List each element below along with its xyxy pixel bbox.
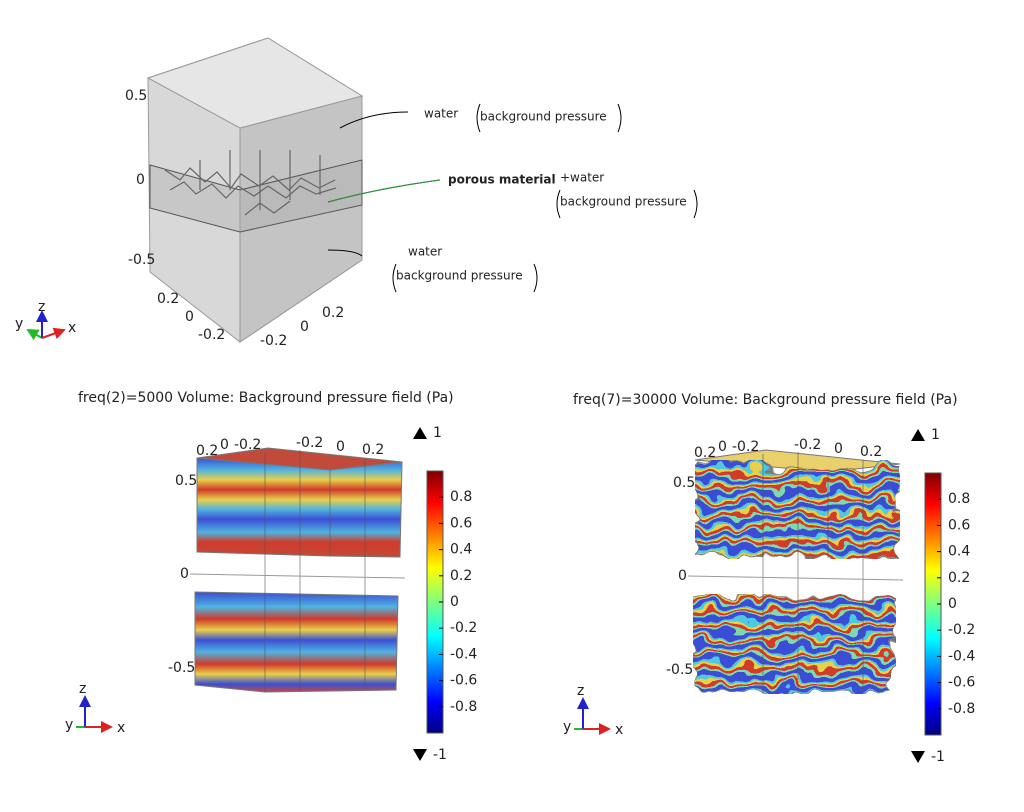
colorbar-label: 0 bbox=[948, 596, 957, 612]
volume-lower bbox=[194, 591, 399, 693]
material-extra: +water bbox=[560, 171, 604, 185]
y-tick-label: 0.2 bbox=[157, 291, 179, 307]
plot-title: freq(7)=30000 Volume: Background pressur… bbox=[573, 392, 958, 408]
colorbar-label: -0.8 bbox=[948, 701, 975, 717]
colorbar-label: 0.2 bbox=[450, 568, 472, 584]
max-marker bbox=[911, 429, 925, 441]
min-marker bbox=[413, 749, 427, 761]
z-tick-label: 0.5 bbox=[673, 475, 695, 491]
triad-label: y bbox=[15, 316, 23, 332]
colorbar-label: -0.4 bbox=[948, 648, 975, 664]
triad-label: z bbox=[577, 683, 584, 699]
result-plot: freq(7)=30000 Volume: Background pressur… bbox=[563, 392, 975, 765]
triad-label: x bbox=[117, 720, 125, 736]
result-plots: freq(2)=5000 Volume: Background pressure… bbox=[65, 390, 975, 765]
colorbar-label: -0.4 bbox=[450, 646, 477, 662]
geometry-view bbox=[146, 37, 441, 343]
z-tick-label: 0.5 bbox=[175, 473, 197, 489]
colorbar-max: 1 bbox=[433, 425, 442, 441]
colorbar-label: 0.6 bbox=[948, 517, 970, 533]
triad-label: x bbox=[68, 320, 76, 336]
top-tick-label: 0 bbox=[220, 437, 229, 453]
top-tick-label: -0.2 bbox=[794, 437, 821, 453]
porous-structure bbox=[164, 150, 337, 216]
top-tick-label: 0 bbox=[336, 439, 345, 455]
colorbar-label: 0.4 bbox=[948, 544, 970, 560]
material-label: porous material bbox=[448, 173, 556, 187]
top-tick-label: -0.2 bbox=[296, 435, 323, 451]
z-tick-label: -0.5 bbox=[128, 252, 155, 268]
z-tick-label: 0 bbox=[678, 568, 687, 584]
triad-axis bbox=[26, 329, 43, 341]
triad-label: y bbox=[563, 719, 571, 735]
x-tick-label: -0.2 bbox=[260, 333, 287, 349]
note-label: background pressure bbox=[560, 195, 687, 209]
triad-label: y bbox=[65, 717, 73, 733]
colorbar-label: -0.6 bbox=[450, 673, 477, 689]
top-tick-label: 0 bbox=[834, 441, 843, 457]
colorbar-label: 0.8 bbox=[948, 491, 970, 507]
z-tick-label: -0.5 bbox=[168, 660, 195, 676]
top-tick-label: 0 bbox=[718, 439, 727, 455]
bracket bbox=[476, 103, 622, 133]
colorbar-label: 0.4 bbox=[450, 542, 472, 558]
colorbar-label: -0.2 bbox=[450, 620, 477, 636]
z-tick-label: 0.5 bbox=[125, 88, 147, 104]
triad-label: z bbox=[79, 681, 86, 697]
grid-edges bbox=[687, 452, 904, 694]
plot-title: freq(2)=5000 Volume: Background pressure… bbox=[78, 390, 454, 406]
top-tick-label: -0.2 bbox=[732, 439, 759, 455]
colorbar-label: 0.6 bbox=[450, 515, 472, 531]
note-label: background pressure bbox=[396, 269, 523, 283]
porous-slab bbox=[149, 159, 363, 233]
colorbar-min: -1 bbox=[931, 749, 945, 765]
colorbar-label: -0.8 bbox=[450, 699, 477, 715]
top-tick-label: 0.2 bbox=[860, 444, 882, 460]
colorbar-max: 1 bbox=[931, 427, 940, 443]
min-marker bbox=[911, 751, 925, 763]
note-label: background pressure bbox=[480, 110, 607, 124]
top-tick-label: 0.2 bbox=[694, 445, 716, 461]
bracket bbox=[392, 263, 538, 293]
bracket bbox=[556, 189, 698, 219]
grid-edges bbox=[189, 450, 406, 692]
domain-label: water bbox=[408, 245, 442, 259]
volume-lower bbox=[692, 593, 897, 695]
triad-label: z bbox=[38, 299, 45, 315]
colorbar-label: 0.2 bbox=[948, 570, 970, 586]
top-tick-label: -0.2 bbox=[234, 437, 261, 453]
domain-label: water bbox=[424, 107, 458, 121]
z-tick-label: -0.5 bbox=[666, 662, 693, 678]
z-tick-label: 0 bbox=[136, 172, 145, 188]
max-marker bbox=[413, 427, 427, 439]
x-tick-label: 0 bbox=[300, 319, 309, 335]
colorbar-label: -0.6 bbox=[948, 675, 975, 691]
leader-line-green bbox=[327, 179, 441, 203]
colorbar-label: 0.8 bbox=[450, 489, 472, 505]
colorbar-min: -1 bbox=[433, 747, 447, 763]
top-tick-label: 0.2 bbox=[362, 442, 384, 458]
y-tick-label: -0.2 bbox=[198, 327, 225, 343]
colorbar-label: -0.2 bbox=[948, 622, 975, 638]
top-tick-label: 0.2 bbox=[196, 443, 218, 459]
colorbar-label: 0 bbox=[450, 594, 459, 610]
triad-label: x bbox=[615, 722, 623, 738]
result-plot: freq(2)=5000 Volume: Background pressure… bbox=[65, 390, 477, 763]
z-tick-label: 0 bbox=[180, 566, 189, 582]
box-top bbox=[146, 37, 364, 129]
y-tick-label: 0 bbox=[185, 309, 194, 325]
triad-axis bbox=[41, 327, 66, 340]
x-tick-label: 0.2 bbox=[322, 305, 344, 321]
